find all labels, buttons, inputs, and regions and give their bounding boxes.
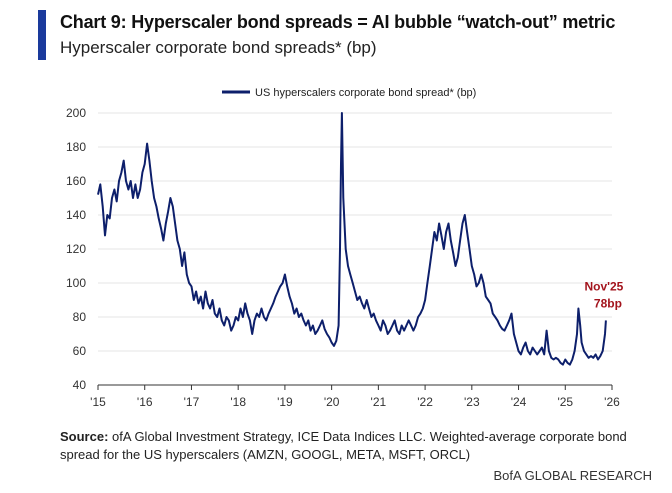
chart-title: Chart 9: Hyperscaler bond spreads = AI b…	[60, 12, 616, 32]
y-tick-label-80: 80	[73, 310, 87, 324]
x-tick-label-'19: '19	[277, 395, 293, 409]
x-axis-ticks	[97, 385, 613, 390]
y-tick-label-200: 200	[66, 106, 86, 120]
line-chart: 40 60 80 100 120 140 160 180 200 '15 '16 '17 '18 '19…	[66, 87, 624, 409]
source-text: ofA Global Investment Strategy, ICE Data…	[60, 429, 627, 462]
annotation-value: 78bp	[594, 296, 622, 310]
y-axis-tick-labels: 40 60 80 100 120 140 160 180 200	[66, 106, 86, 392]
x-tick-label-'16: '16	[137, 395, 153, 409]
x-tick-label-'20: '20	[324, 395, 340, 409]
source-label: Source:	[60, 429, 109, 444]
y-tick-label-160: 160	[66, 174, 86, 188]
y-gridlines	[98, 112, 612, 352]
source-note: Source: ofA Global Investment Strategy, …	[60, 428, 650, 464]
chart-subtitle: Hyperscaler corporate bond spreads* (bp)	[60, 38, 377, 57]
x-tick-label-'23: '23	[464, 395, 480, 409]
x-tick-label-'26: '26	[604, 395, 620, 409]
x-tick-label-'15: '15	[90, 395, 106, 409]
y-tick-label-100: 100	[66, 276, 86, 290]
x-tick-label-'25: '25	[557, 395, 573, 409]
legend-label: US hyperscalers corporate bond spread* (…	[255, 87, 476, 99]
x-tick-label-'21: '21	[371, 395, 387, 409]
x-tick-label-'18: '18	[230, 395, 246, 409]
brand-footer: BofA GLOBAL RESEARCH	[493, 468, 652, 483]
y-tick-label-120: 120	[66, 242, 86, 256]
x-axis-tick-labels: '15 '16 '17 '18 '19 '20 '21 '22 '23 '24 '25 '26	[90, 395, 620, 409]
y-tick-label-60: 60	[73, 344, 87, 358]
y-tick-label-180: 180	[66, 140, 86, 154]
x-tick-label-'22: '22	[417, 395, 433, 409]
title-accent-bar	[38, 10, 46, 60]
series-line-us-hyperscalers	[97, 112, 607, 366]
annotation-date: Nov'25	[584, 279, 623, 293]
y-tick-label-140: 140	[66, 208, 86, 222]
legend: US hyperscalers corporate bond spread* (…	[222, 87, 476, 99]
x-tick-label-'24: '24	[511, 395, 527, 409]
x-tick-label-'17: '17	[184, 395, 200, 409]
y-tick-label-40: 40	[73, 378, 87, 392]
